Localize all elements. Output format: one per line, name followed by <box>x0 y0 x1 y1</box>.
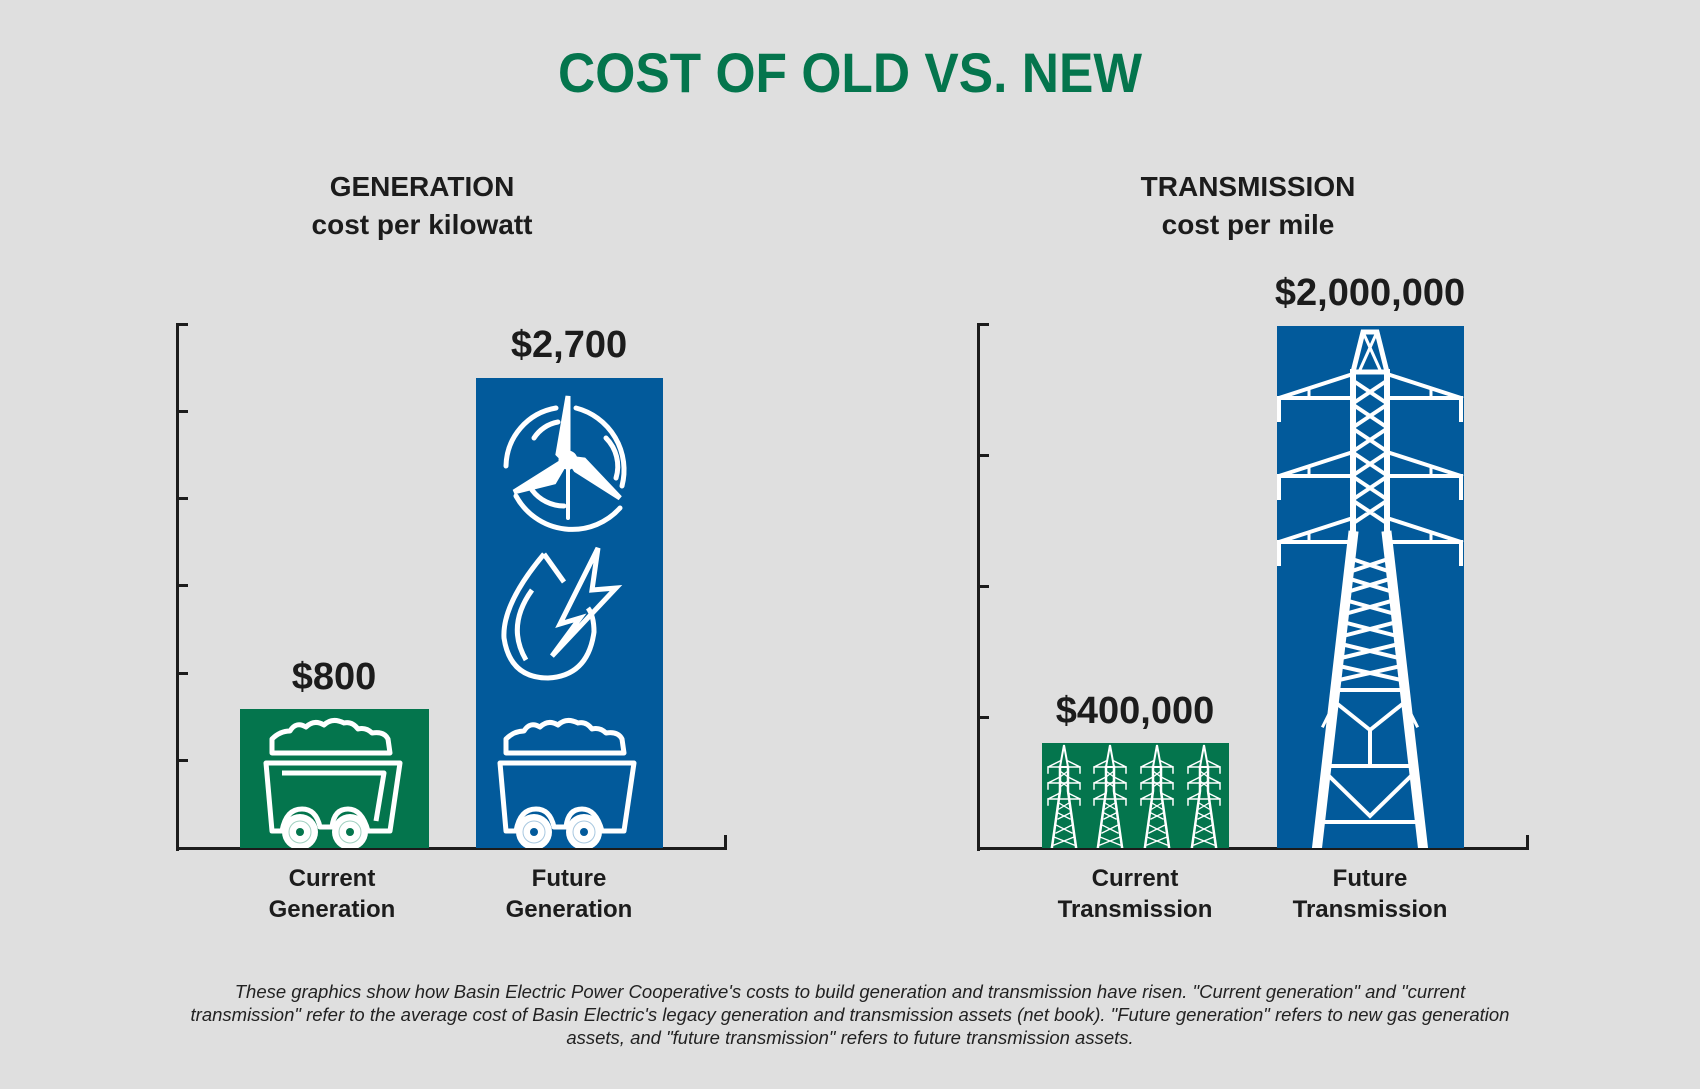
chart-title: COST OF OLD VS. NEW <box>558 41 1142 104</box>
y-tick <box>176 584 188 587</box>
value-label-current-generation: $800 <box>291 656 377 698</box>
transmission-tower-icon <box>1277 329 1464 848</box>
x-axis-end-tick <box>1526 835 1529 850</box>
bar-current-generation <box>240 709 429 848</box>
transmission-tower-icon <box>1139 743 1175 848</box>
transmission-heading: TRANSMISSION <box>1140 171 1356 202</box>
bar-current-transmission <box>1042 743 1229 848</box>
y-tick <box>176 410 188 413</box>
y-tick <box>977 716 989 719</box>
x-label-current-generation: Current Generation <box>268 865 396 923</box>
generation-subheading: cost per kilowatt <box>311 209 533 240</box>
x-label-future-transmission: Future Transmission <box>1292 865 1448 923</box>
bar-future-generation <box>476 378 663 848</box>
x-label-current-transmission: Current Transmission <box>1057 865 1213 923</box>
y-tick <box>176 672 188 675</box>
y-tick <box>176 323 188 326</box>
x-axis-end-tick <box>724 835 727 850</box>
generation-x-axis <box>176 847 727 850</box>
coal-cart-icon <box>497 717 637 848</box>
y-tick <box>176 759 188 762</box>
y-tick <box>176 497 188 500</box>
gas-flame-lightning-icon <box>501 546 623 681</box>
transmission-subheading: cost per mile <box>1161 209 1335 240</box>
y-tick <box>977 585 989 588</box>
generation-y-axis <box>176 324 179 851</box>
transmission-tower-icon <box>1046 743 1082 848</box>
wind-turbine-icon <box>503 395 627 532</box>
y-tick <box>977 323 989 326</box>
bar-future-transmission <box>1277 326 1464 848</box>
value-label-current-transmission: $400,000 <box>1055 690 1215 732</box>
generation-heading: GENERATION <box>329 171 515 202</box>
transmission-tower-icon <box>1092 743 1128 848</box>
y-tick <box>977 454 989 457</box>
value-label-future-transmission: $2,000,000 <box>1274 272 1466 314</box>
x-label-future-generation: Future Generation <box>505 865 633 923</box>
footnote: These graphics show how Basin Electric P… <box>190 981 1510 1048</box>
value-label-future-generation: $2,700 <box>510 324 628 366</box>
coal-cart-icon <box>263 717 403 848</box>
transmission-x-axis <box>977 847 1529 850</box>
transmission-tower-icon <box>1186 743 1222 848</box>
